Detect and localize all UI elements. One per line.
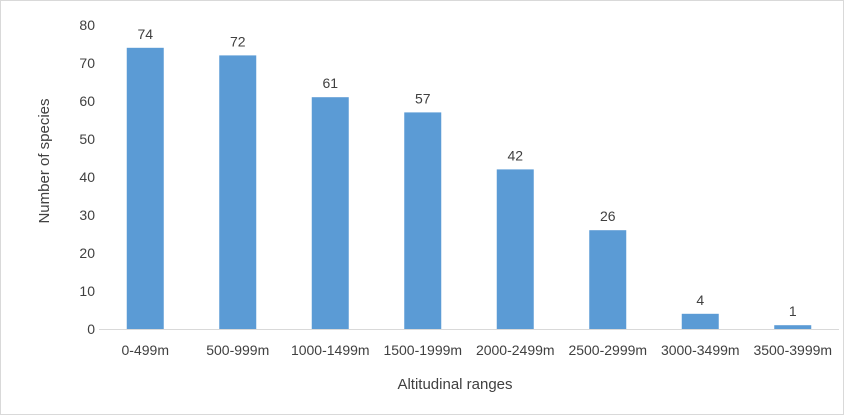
x-tick-label: 1500-1999m xyxy=(383,342,462,358)
y-axis-ticks: 0 10 20 30 40 50 60 70 80 xyxy=(79,17,95,337)
x-tick-label: 3500-3999m xyxy=(753,342,832,358)
y-tick-label: 60 xyxy=(79,93,95,109)
data-label: 1 xyxy=(789,303,797,319)
data-label: 74 xyxy=(137,26,153,42)
x-tick-label: 0-499m xyxy=(122,342,169,358)
x-tick-label: 2000-2499m xyxy=(476,342,555,358)
y-tick-label: 10 xyxy=(79,283,95,299)
data-label: 4 xyxy=(696,292,704,308)
data-label: 42 xyxy=(507,147,523,163)
bar xyxy=(681,313,719,329)
bar xyxy=(126,47,164,330)
bar xyxy=(774,325,812,329)
x-tick-label: 1000-1499m xyxy=(291,342,370,358)
bars xyxy=(126,47,812,330)
y-tick-label: 70 xyxy=(79,55,95,71)
data-label: 61 xyxy=(322,75,338,91)
bar xyxy=(589,230,627,329)
bar xyxy=(311,97,349,329)
bar xyxy=(404,112,442,330)
data-label: 26 xyxy=(600,208,616,224)
y-tick-label: 40 xyxy=(79,169,95,185)
data-label: 72 xyxy=(230,33,246,49)
x-axis-title: Altitudinal ranges xyxy=(397,376,512,393)
data-labels: 74 72 61 57 42 26 4 1 xyxy=(137,26,796,319)
x-tick-label: 500-999m xyxy=(206,342,269,358)
y-tick-label: 50 xyxy=(79,131,95,147)
bar xyxy=(219,55,257,330)
x-tick-label: 2500-2999m xyxy=(568,342,647,358)
x-tick-label: 3000-3499m xyxy=(661,342,740,358)
bar xyxy=(496,169,534,329)
y-tick-label: 80 xyxy=(79,17,95,33)
y-axis-title: Number of species xyxy=(36,98,53,223)
y-tick-label: 20 xyxy=(79,245,95,261)
x-axis-ticks: 0-499m 500-999m 1000-1499m 1500-1999m 2000-2… xyxy=(122,342,833,358)
data-label: 57 xyxy=(415,90,431,106)
y-tick-label: 30 xyxy=(79,207,95,223)
y-tick-label: 0 xyxy=(87,321,95,337)
